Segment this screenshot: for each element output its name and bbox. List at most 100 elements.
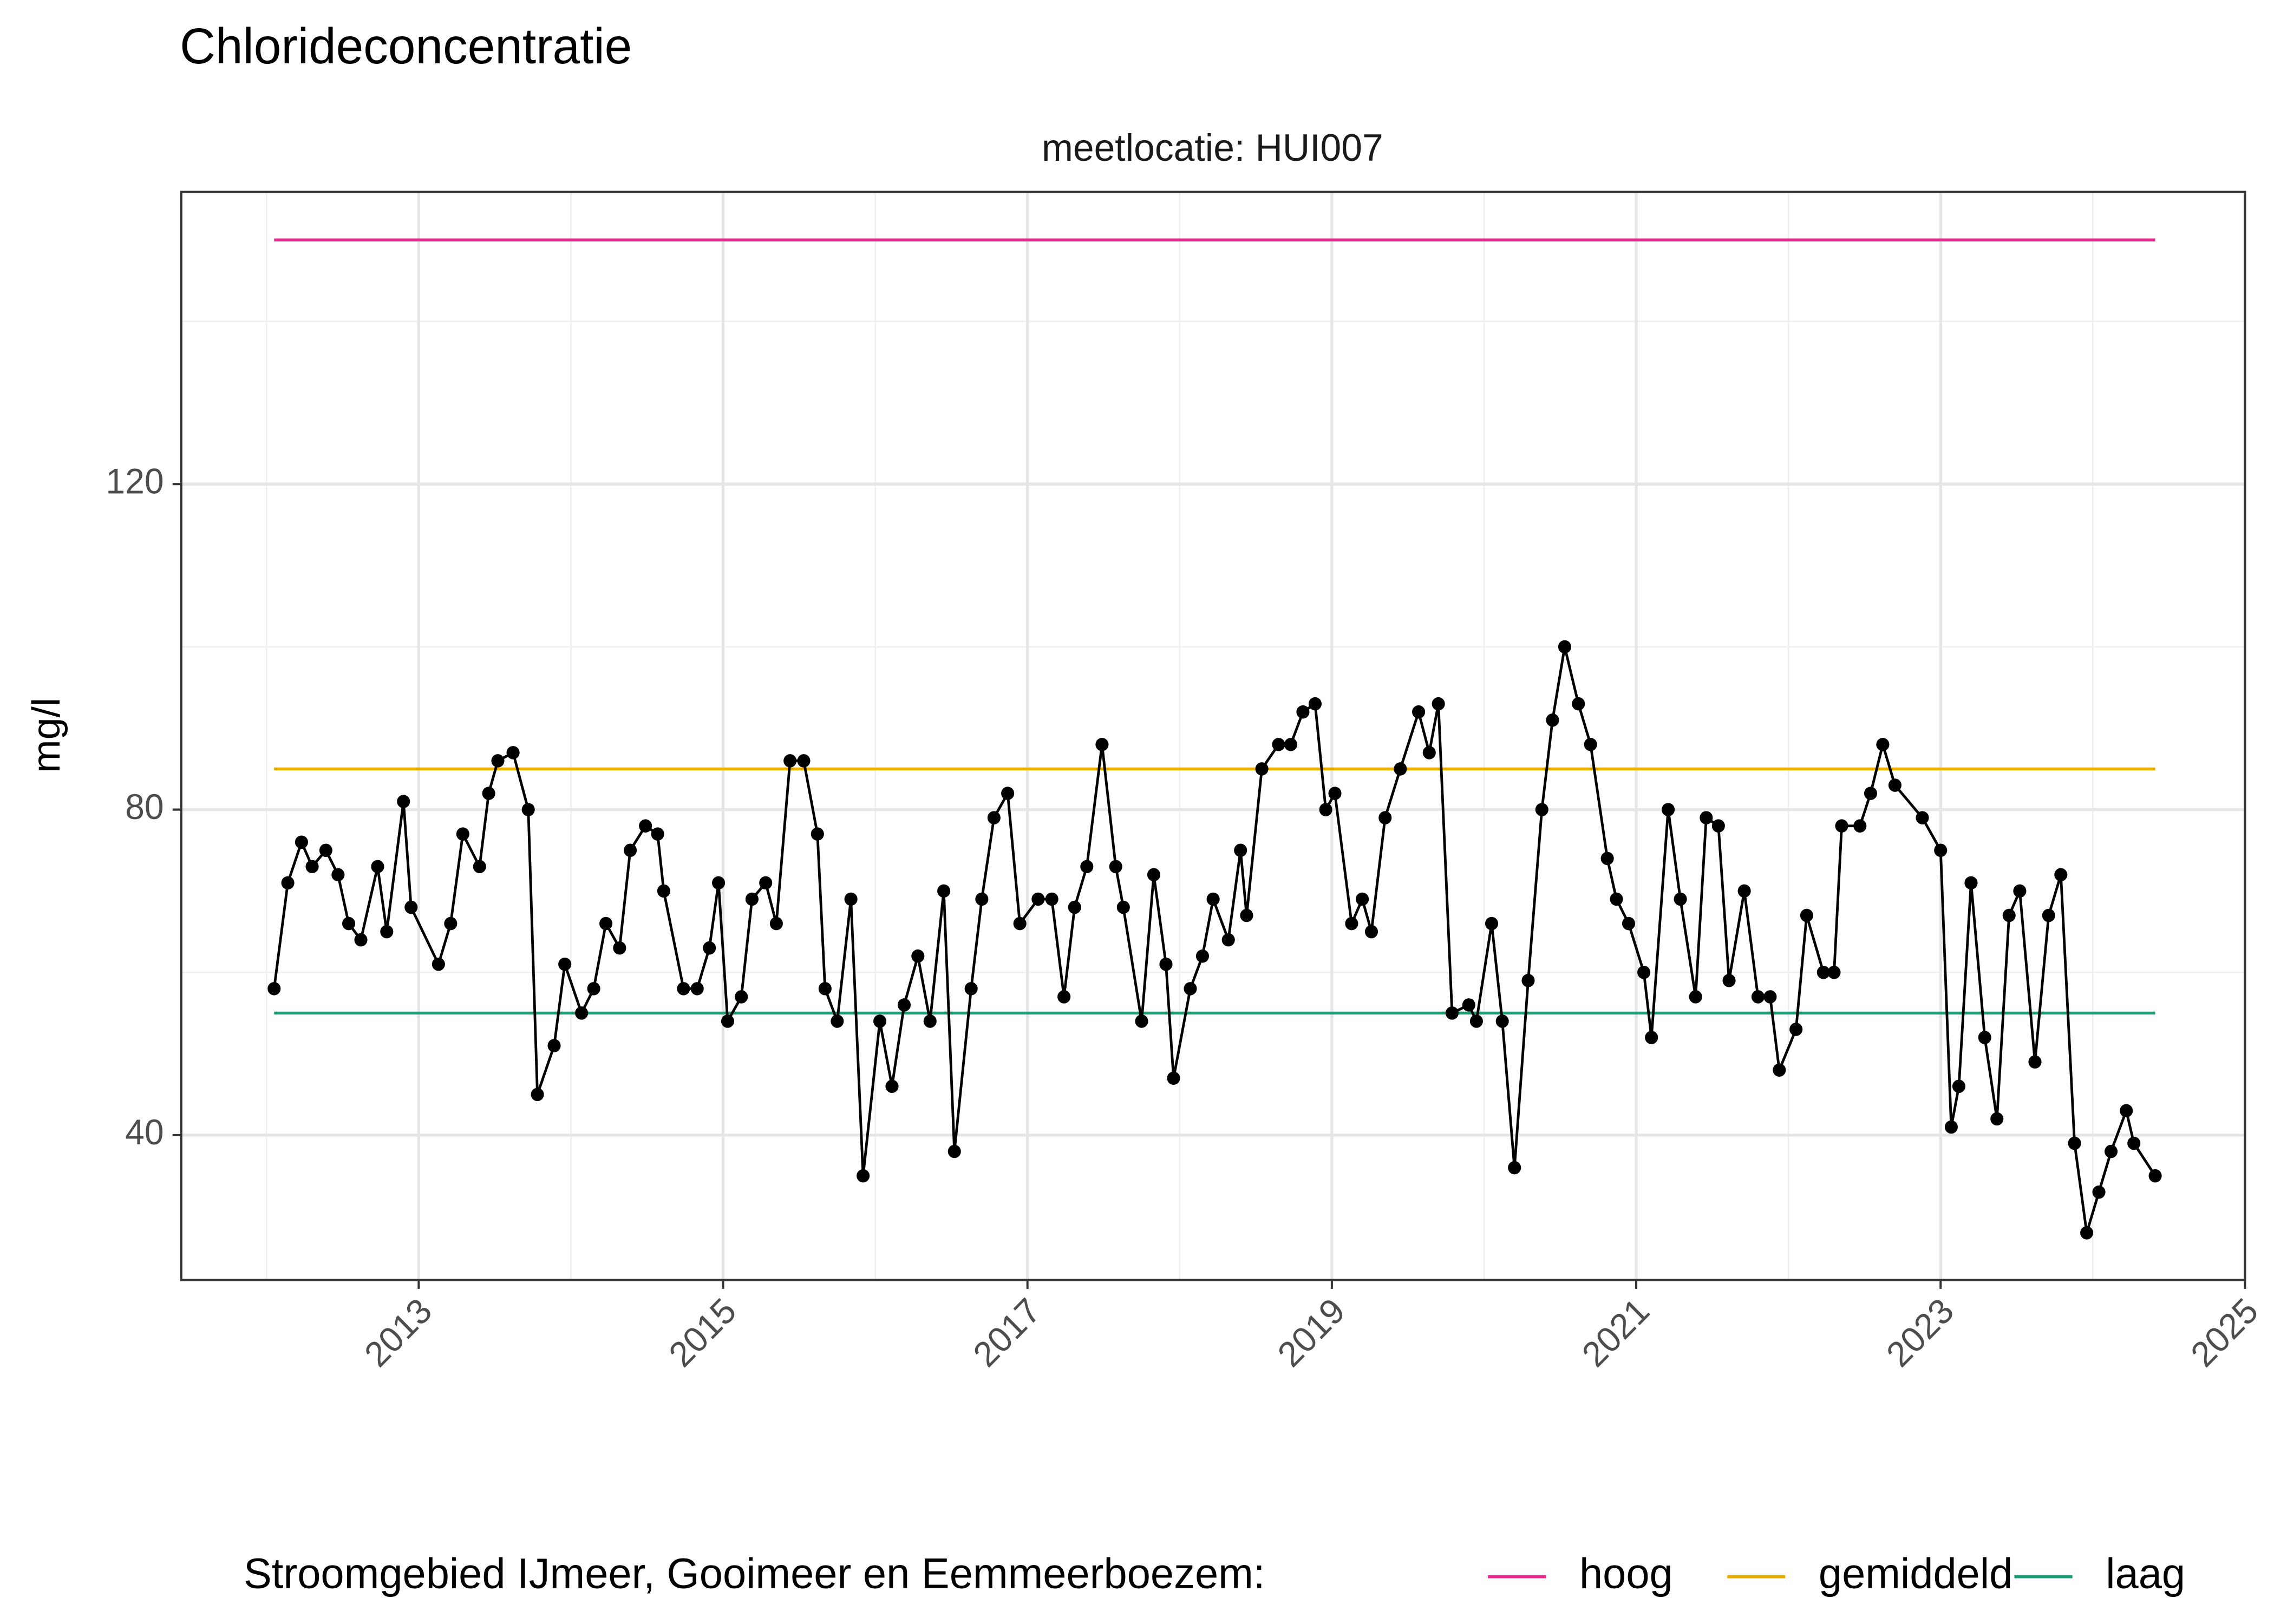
data-point: [873, 1014, 887, 1028]
data-point: [735, 990, 748, 1004]
data-point: [1109, 860, 1122, 874]
data-point: [456, 827, 469, 841]
data-point: [657, 884, 670, 898]
data-point: [2068, 1136, 2081, 1150]
data-point: [1013, 916, 1027, 931]
data-point: [1116, 900, 1130, 914]
data-point: [1195, 949, 1210, 963]
data-point: [769, 916, 783, 931]
data-point: [811, 827, 824, 841]
data-point: [1558, 640, 1572, 654]
data-point: [1485, 916, 1499, 931]
data-point: [1722, 974, 1736, 987]
data-point: [506, 746, 520, 759]
data-point: [473, 860, 486, 874]
data-point: [295, 835, 308, 849]
data-point: [1662, 803, 1675, 816]
data-point: [432, 957, 445, 971]
data-point: [1674, 892, 1687, 906]
data-point: [712, 876, 726, 890]
data-point: [491, 754, 505, 768]
data-point: [2080, 1226, 2094, 1240]
data-point: [1045, 892, 1058, 906]
data-point: [575, 1006, 589, 1020]
data-point: [1600, 852, 1614, 866]
data-point: [797, 754, 811, 768]
data-point: [521, 803, 535, 816]
data-point: [1751, 990, 1765, 1004]
data-point: [1816, 966, 1830, 979]
data-point: [531, 1088, 544, 1102]
data-point: [2092, 1185, 2106, 1199]
data-point: [1964, 876, 1978, 890]
data-point: [1508, 1161, 1521, 1175]
data-point: [948, 1144, 961, 1158]
data-point: [305, 860, 319, 874]
data-point: [2120, 1104, 2133, 1118]
data-point: [558, 957, 572, 971]
data-point: [1345, 916, 1358, 931]
data-point: [1068, 900, 1081, 914]
data-point: [599, 916, 613, 931]
legend-label: hoog: [1579, 1549, 1673, 1597]
data-point: [547, 1039, 561, 1052]
data-point: [937, 884, 951, 898]
data-point: [1521, 974, 1535, 987]
data-point: [1240, 908, 1253, 922]
data-point: [759, 876, 773, 890]
data-point: [1546, 713, 1559, 727]
data-point: [1462, 998, 1475, 1012]
data-point: [354, 933, 368, 947]
data-point: [1234, 843, 1247, 857]
data-point: [831, 1014, 844, 1028]
data-point: [1284, 738, 1298, 751]
data-point: [1572, 697, 1585, 711]
data-point: [1378, 811, 1392, 824]
data-point: [1853, 819, 1867, 833]
y-axis-title: mg/l: [25, 698, 68, 773]
data-point: [964, 982, 978, 996]
data-point: [1422, 746, 1436, 759]
data-point: [1637, 966, 1651, 979]
data-point: [2042, 908, 2055, 922]
y-tick-label: 40: [125, 1112, 164, 1152]
data-point: [2127, 1136, 2141, 1150]
data-point: [923, 1014, 937, 1028]
data-point: [721, 1014, 734, 1028]
data-point: [1800, 908, 1813, 922]
data-point: [267, 982, 281, 996]
data-point: [885, 1079, 899, 1093]
data-point: [1167, 1071, 1180, 1085]
data-point: [2054, 868, 2068, 882]
data-point: [1001, 787, 1015, 800]
data-point: [1272, 738, 1285, 751]
data-point: [911, 949, 925, 963]
y-tick-label: 120: [106, 461, 164, 501]
panel-border: [180, 191, 2246, 1281]
data-point: [2148, 1169, 2162, 1183]
data-point: [677, 982, 690, 996]
data-point: [1876, 738, 1890, 751]
data-point: [690, 982, 704, 996]
data-point: [651, 827, 664, 841]
data-point: [1412, 705, 1426, 719]
legend-label: laag: [2106, 1549, 2185, 1597]
data-point: [1057, 990, 1071, 1004]
data-point: [857, 1169, 870, 1183]
data-point: [1206, 892, 1220, 906]
data-point: [897, 998, 911, 1012]
data-point: [975, 892, 989, 906]
data-point: [444, 916, 458, 931]
data-point: [1296, 705, 1310, 719]
data-point: [1469, 1014, 1483, 1028]
data-point: [1763, 990, 1777, 1004]
data-point: [404, 900, 418, 914]
data-point: [342, 916, 356, 931]
data-point: [1990, 1112, 2004, 1126]
data-point: [783, 754, 797, 768]
data-point: [2013, 884, 2027, 898]
data-point: [1495, 1014, 1509, 1028]
data-point: [371, 860, 384, 874]
data-point: [380, 925, 394, 939]
